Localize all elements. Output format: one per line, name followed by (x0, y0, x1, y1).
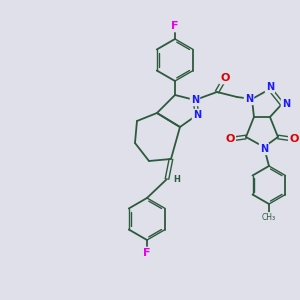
Text: F: F (171, 21, 179, 31)
Text: N: N (245, 94, 253, 104)
Text: O: O (220, 73, 230, 83)
Text: F: F (143, 248, 151, 258)
Text: H: H (173, 175, 180, 184)
Text: N: N (282, 99, 290, 109)
Text: N: N (266, 82, 274, 92)
Text: CH₃: CH₃ (262, 212, 276, 221)
Text: N: N (193, 110, 201, 120)
Text: O: O (289, 134, 299, 144)
Text: O: O (225, 134, 235, 144)
Text: N: N (191, 95, 199, 105)
Text: N: N (260, 144, 268, 154)
